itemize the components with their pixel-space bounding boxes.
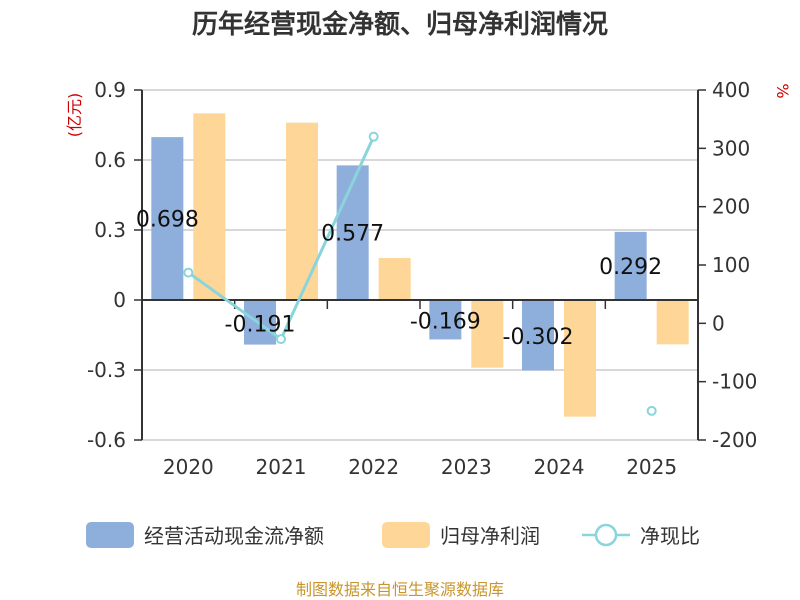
right-tick-label: -200 xyxy=(712,428,757,452)
profit-bar xyxy=(378,258,411,300)
ratio-line xyxy=(183,131,657,416)
left-tick-label: -0.6 xyxy=(87,428,126,452)
legend-label: 归母净利润 xyxy=(440,524,540,548)
legend-swatch xyxy=(382,522,430,548)
source-note: 制图数据来自恒生聚源数据库 xyxy=(296,580,504,599)
right-tick-label: 0 xyxy=(712,311,725,335)
right-tick-label: -100 xyxy=(712,370,757,394)
right-axis-unit: % xyxy=(773,83,792,98)
x-tick-label: 2020 xyxy=(163,455,214,479)
cashflow-value-label: 0.292 xyxy=(599,255,662,280)
left-tick-label: 0.6 xyxy=(94,148,126,172)
cashflow-value-label: 0.698 xyxy=(136,208,199,233)
cashflow-value-label: -0.302 xyxy=(503,325,574,350)
profit-bar xyxy=(471,300,504,368)
left-axis-unit: (亿元) xyxy=(65,93,84,138)
cashflow-bar xyxy=(522,300,554,371)
cashflow-bar xyxy=(614,231,647,300)
left-tick-label: -0.3 xyxy=(87,358,126,382)
bars xyxy=(151,113,689,417)
profit-bar xyxy=(656,300,689,345)
legend-label: 净现比 xyxy=(640,524,700,548)
profit-bar xyxy=(286,122,318,301)
cashflow-bar xyxy=(151,137,184,300)
ratio-point xyxy=(276,334,286,345)
left-tick-label: 0 xyxy=(113,288,126,312)
cashflow-value-label: -0.191 xyxy=(225,312,296,337)
axes xyxy=(141,90,699,440)
data-labels: 0.698 -0.191 0.577 -0.169 -0.302 0.292 xyxy=(136,208,662,351)
cashflow-value-label: -0.169 xyxy=(410,310,481,335)
ratio-point xyxy=(183,267,194,278)
right-tick-label: 300 xyxy=(712,136,750,160)
cashflow-bar xyxy=(336,165,369,300)
right-tick-label: 100 xyxy=(712,253,750,277)
x-tick-label: 2022 xyxy=(348,455,399,479)
legend: 经营活动现金流净额 归母净利润 净现比 xyxy=(86,522,700,548)
ratio-point xyxy=(368,131,379,142)
left-axis-ticks: 0.9 0.6 0.3 0 -0.3 -0.6 xyxy=(87,78,142,452)
x-tick-label: 2021 xyxy=(256,455,307,479)
right-tick-label: 400 xyxy=(712,78,750,102)
x-axis-ticks: 2020 2021 2022 2023 2024 2025 xyxy=(163,455,677,479)
profit-bar xyxy=(564,300,596,417)
chart-title: 历年经营现金净额、归母净利润情况 xyxy=(192,9,608,40)
x-tick-label: 2025 xyxy=(626,455,677,479)
right-tick-label: 200 xyxy=(712,195,750,219)
x-tick-label: 2023 xyxy=(441,455,492,479)
ratio-point xyxy=(646,405,657,416)
profit-bar xyxy=(193,113,226,300)
left-tick-label: 0.3 xyxy=(94,218,126,242)
cashflow-bar xyxy=(429,300,462,340)
legend-marker xyxy=(594,523,618,547)
legend-swatch xyxy=(86,522,134,548)
cashflow-value-label: 0.577 xyxy=(321,222,384,247)
left-tick-label: 0.9 xyxy=(94,78,126,102)
legend-label: 经营活动现金流净额 xyxy=(144,524,324,548)
right-axis-ticks: 400 300 200 100 0 -100 -200 xyxy=(698,78,757,452)
x-tick-label: 2024 xyxy=(534,455,585,479)
